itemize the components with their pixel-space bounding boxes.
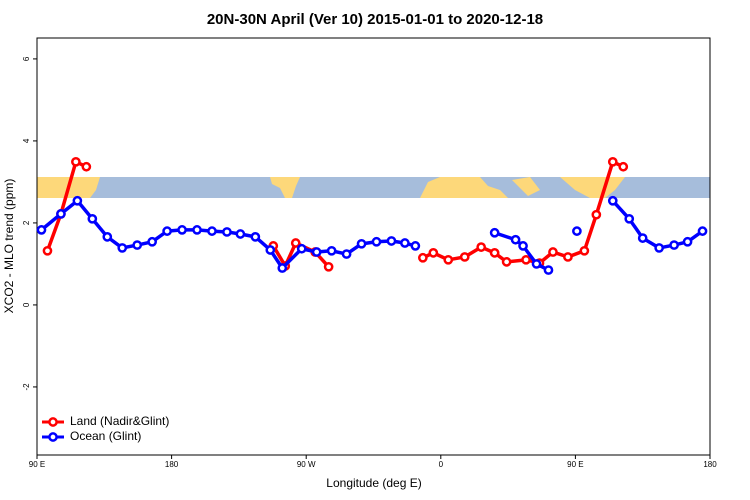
data-point bbox=[356, 238, 367, 249]
data-point bbox=[591, 209, 602, 220]
data-point bbox=[147, 236, 158, 247]
legend-marker bbox=[48, 417, 58, 427]
data-point bbox=[682, 236, 693, 247]
data-point bbox=[72, 195, 83, 206]
data-point bbox=[418, 252, 428, 263]
legend-label: Land (Nadir&Glint) bbox=[70, 414, 169, 428]
map-strip bbox=[37, 177, 710, 198]
map-land bbox=[512, 177, 540, 196]
y-tick-label: -2 bbox=[22, 383, 31, 391]
data-point bbox=[410, 241, 421, 251]
x-tick-label: 180 bbox=[165, 460, 179, 469]
data-point bbox=[222, 227, 232, 237]
data-point bbox=[386, 236, 397, 246]
data-point bbox=[572, 226, 582, 236]
data-point bbox=[489, 248, 500, 258]
y-tick-label: 6 bbox=[22, 56, 31, 61]
data-point bbox=[476, 242, 487, 252]
data-point bbox=[459, 252, 470, 262]
data-point bbox=[117, 243, 128, 253]
x-tick-label: 90 W bbox=[297, 460, 316, 469]
data-point bbox=[326, 245, 337, 256]
y-tick-label: 2 bbox=[22, 220, 31, 225]
data-point bbox=[71, 156, 81, 167]
data-point bbox=[428, 248, 439, 258]
data-point bbox=[669, 240, 679, 250]
data-point bbox=[654, 243, 665, 253]
series-line bbox=[40, 199, 704, 272]
x-tick-label: 0 bbox=[439, 460, 444, 469]
data-point bbox=[697, 226, 708, 236]
data-point bbox=[235, 229, 246, 239]
legend-marker bbox=[48, 432, 58, 442]
data-point bbox=[192, 225, 202, 235]
legend-label: Ocean (Glint) bbox=[70, 429, 141, 443]
data-point bbox=[177, 225, 187, 235]
plot-frame bbox=[36, 37, 711, 456]
data-point bbox=[531, 259, 542, 269]
data-point bbox=[618, 161, 629, 172]
data-point bbox=[400, 238, 410, 248]
data-point bbox=[56, 209, 66, 219]
data-point bbox=[501, 257, 512, 267]
data-point bbox=[323, 261, 334, 272]
data-point bbox=[102, 232, 113, 242]
data-point bbox=[290, 238, 301, 248]
data-point bbox=[543, 265, 554, 275]
data-point bbox=[250, 232, 261, 242]
data-point bbox=[563, 252, 573, 262]
data-point bbox=[521, 254, 531, 265]
data-point bbox=[277, 263, 288, 273]
data-point bbox=[548, 247, 558, 257]
data-point bbox=[132, 240, 143, 250]
data-point bbox=[637, 233, 648, 243]
data-point bbox=[371, 236, 382, 247]
map-land bbox=[420, 177, 508, 198]
data-point bbox=[518, 241, 528, 251]
data-point bbox=[162, 226, 172, 236]
map-ocean bbox=[37, 177, 710, 198]
data-point bbox=[207, 226, 217, 236]
x-tick-label: 90 E bbox=[29, 460, 45, 469]
chart-title: 20N-30N April (Ver 10) 2015-01-01 to 202… bbox=[207, 11, 543, 28]
data-point bbox=[265, 245, 276, 255]
data-point bbox=[311, 247, 322, 257]
data-point bbox=[607, 195, 618, 206]
data-point bbox=[443, 254, 454, 265]
data-point bbox=[36, 225, 47, 235]
y-tick-label: 0 bbox=[22, 302, 31, 307]
data-point bbox=[341, 249, 352, 259]
data-point bbox=[624, 213, 635, 224]
data-point bbox=[489, 227, 500, 238]
y-axis-label: XCO2 - MLO trend (ppm) bbox=[2, 179, 16, 314]
data-point bbox=[296, 243, 307, 254]
data-point bbox=[607, 156, 618, 167]
x-axis-label: Longitude (deg E) bbox=[326, 476, 421, 490]
data-point bbox=[579, 245, 590, 256]
x-tick-label: 90 E bbox=[567, 460, 583, 469]
map-land bbox=[270, 177, 300, 198]
data-point bbox=[87, 213, 98, 224]
x-tick-label: 180 bbox=[703, 460, 717, 469]
map-land bbox=[560, 177, 625, 198]
data-point bbox=[42, 245, 53, 256]
y-tick-label: 4 bbox=[22, 138, 31, 143]
data-point bbox=[510, 234, 521, 245]
data-point bbox=[81, 161, 92, 172]
